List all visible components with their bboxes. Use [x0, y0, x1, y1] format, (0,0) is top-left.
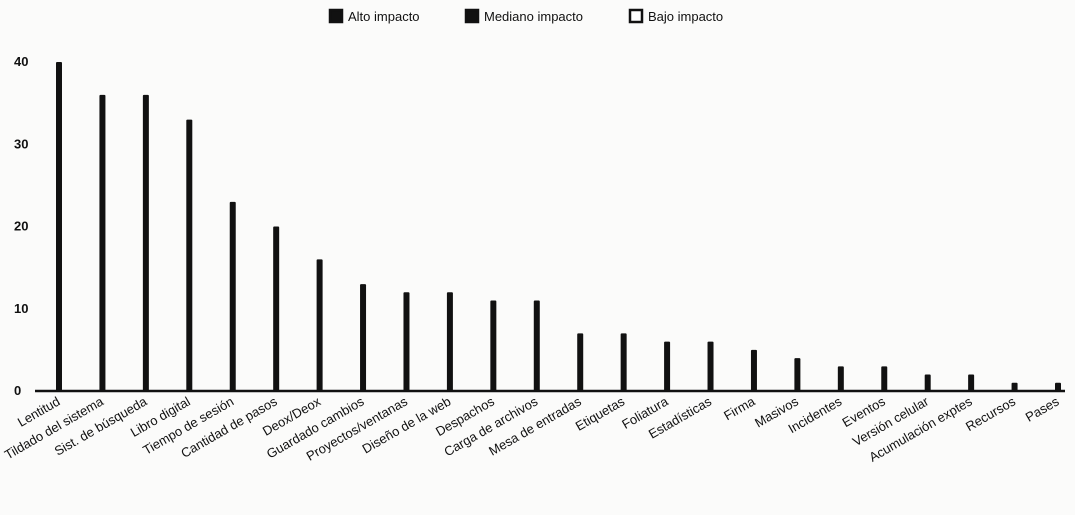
bar	[490, 300, 497, 391]
y-axis: 0 10 20 30 40	[14, 54, 1065, 398]
legend-swatch	[328, 8, 344, 24]
legend-label: Mediano impacto	[484, 9, 583, 24]
x-tick-label: Etiquetas	[573, 393, 628, 433]
bar	[577, 333, 584, 391]
bar	[1055, 382, 1061, 391]
bar	[968, 374, 975, 391]
x-tick-label: Recursos	[963, 393, 1018, 434]
bar	[360, 284, 367, 391]
bar	[664, 341, 671, 391]
bars	[56, 62, 1061, 392]
bar	[1011, 382, 1018, 391]
y-tick-label: 20	[14, 219, 28, 234]
legend-label: Bajo impacto	[648, 9, 723, 24]
bar	[924, 374, 931, 391]
y-tick-label: 30	[14, 136, 28, 151]
bar	[794, 358, 801, 391]
bar	[273, 226, 280, 391]
bar	[186, 119, 193, 391]
bar	[750, 349, 757, 391]
legend-swatch	[628, 8, 644, 24]
bar	[446, 292, 453, 391]
bar	[881, 366, 888, 391]
bar	[837, 366, 844, 391]
y-tick-label: 10	[14, 301, 28, 316]
bar	[707, 341, 714, 391]
bar	[403, 292, 410, 391]
bar	[229, 201, 236, 391]
bar	[99, 94, 106, 392]
bar	[533, 300, 540, 391]
legend-label: Alto impacto	[348, 9, 420, 24]
bar	[56, 62, 62, 391]
bar	[620, 333, 627, 391]
bar	[142, 94, 149, 392]
y-tick-label: 40	[14, 54, 28, 69]
bar	[316, 259, 323, 391]
x-tick-label: Pases	[1023, 393, 1062, 424]
legend: Alto impacto Mediano impacto Bajo impacto	[328, 8, 723, 24]
legend-swatch	[464, 8, 480, 24]
y-tick-label: 0	[14, 383, 21, 398]
